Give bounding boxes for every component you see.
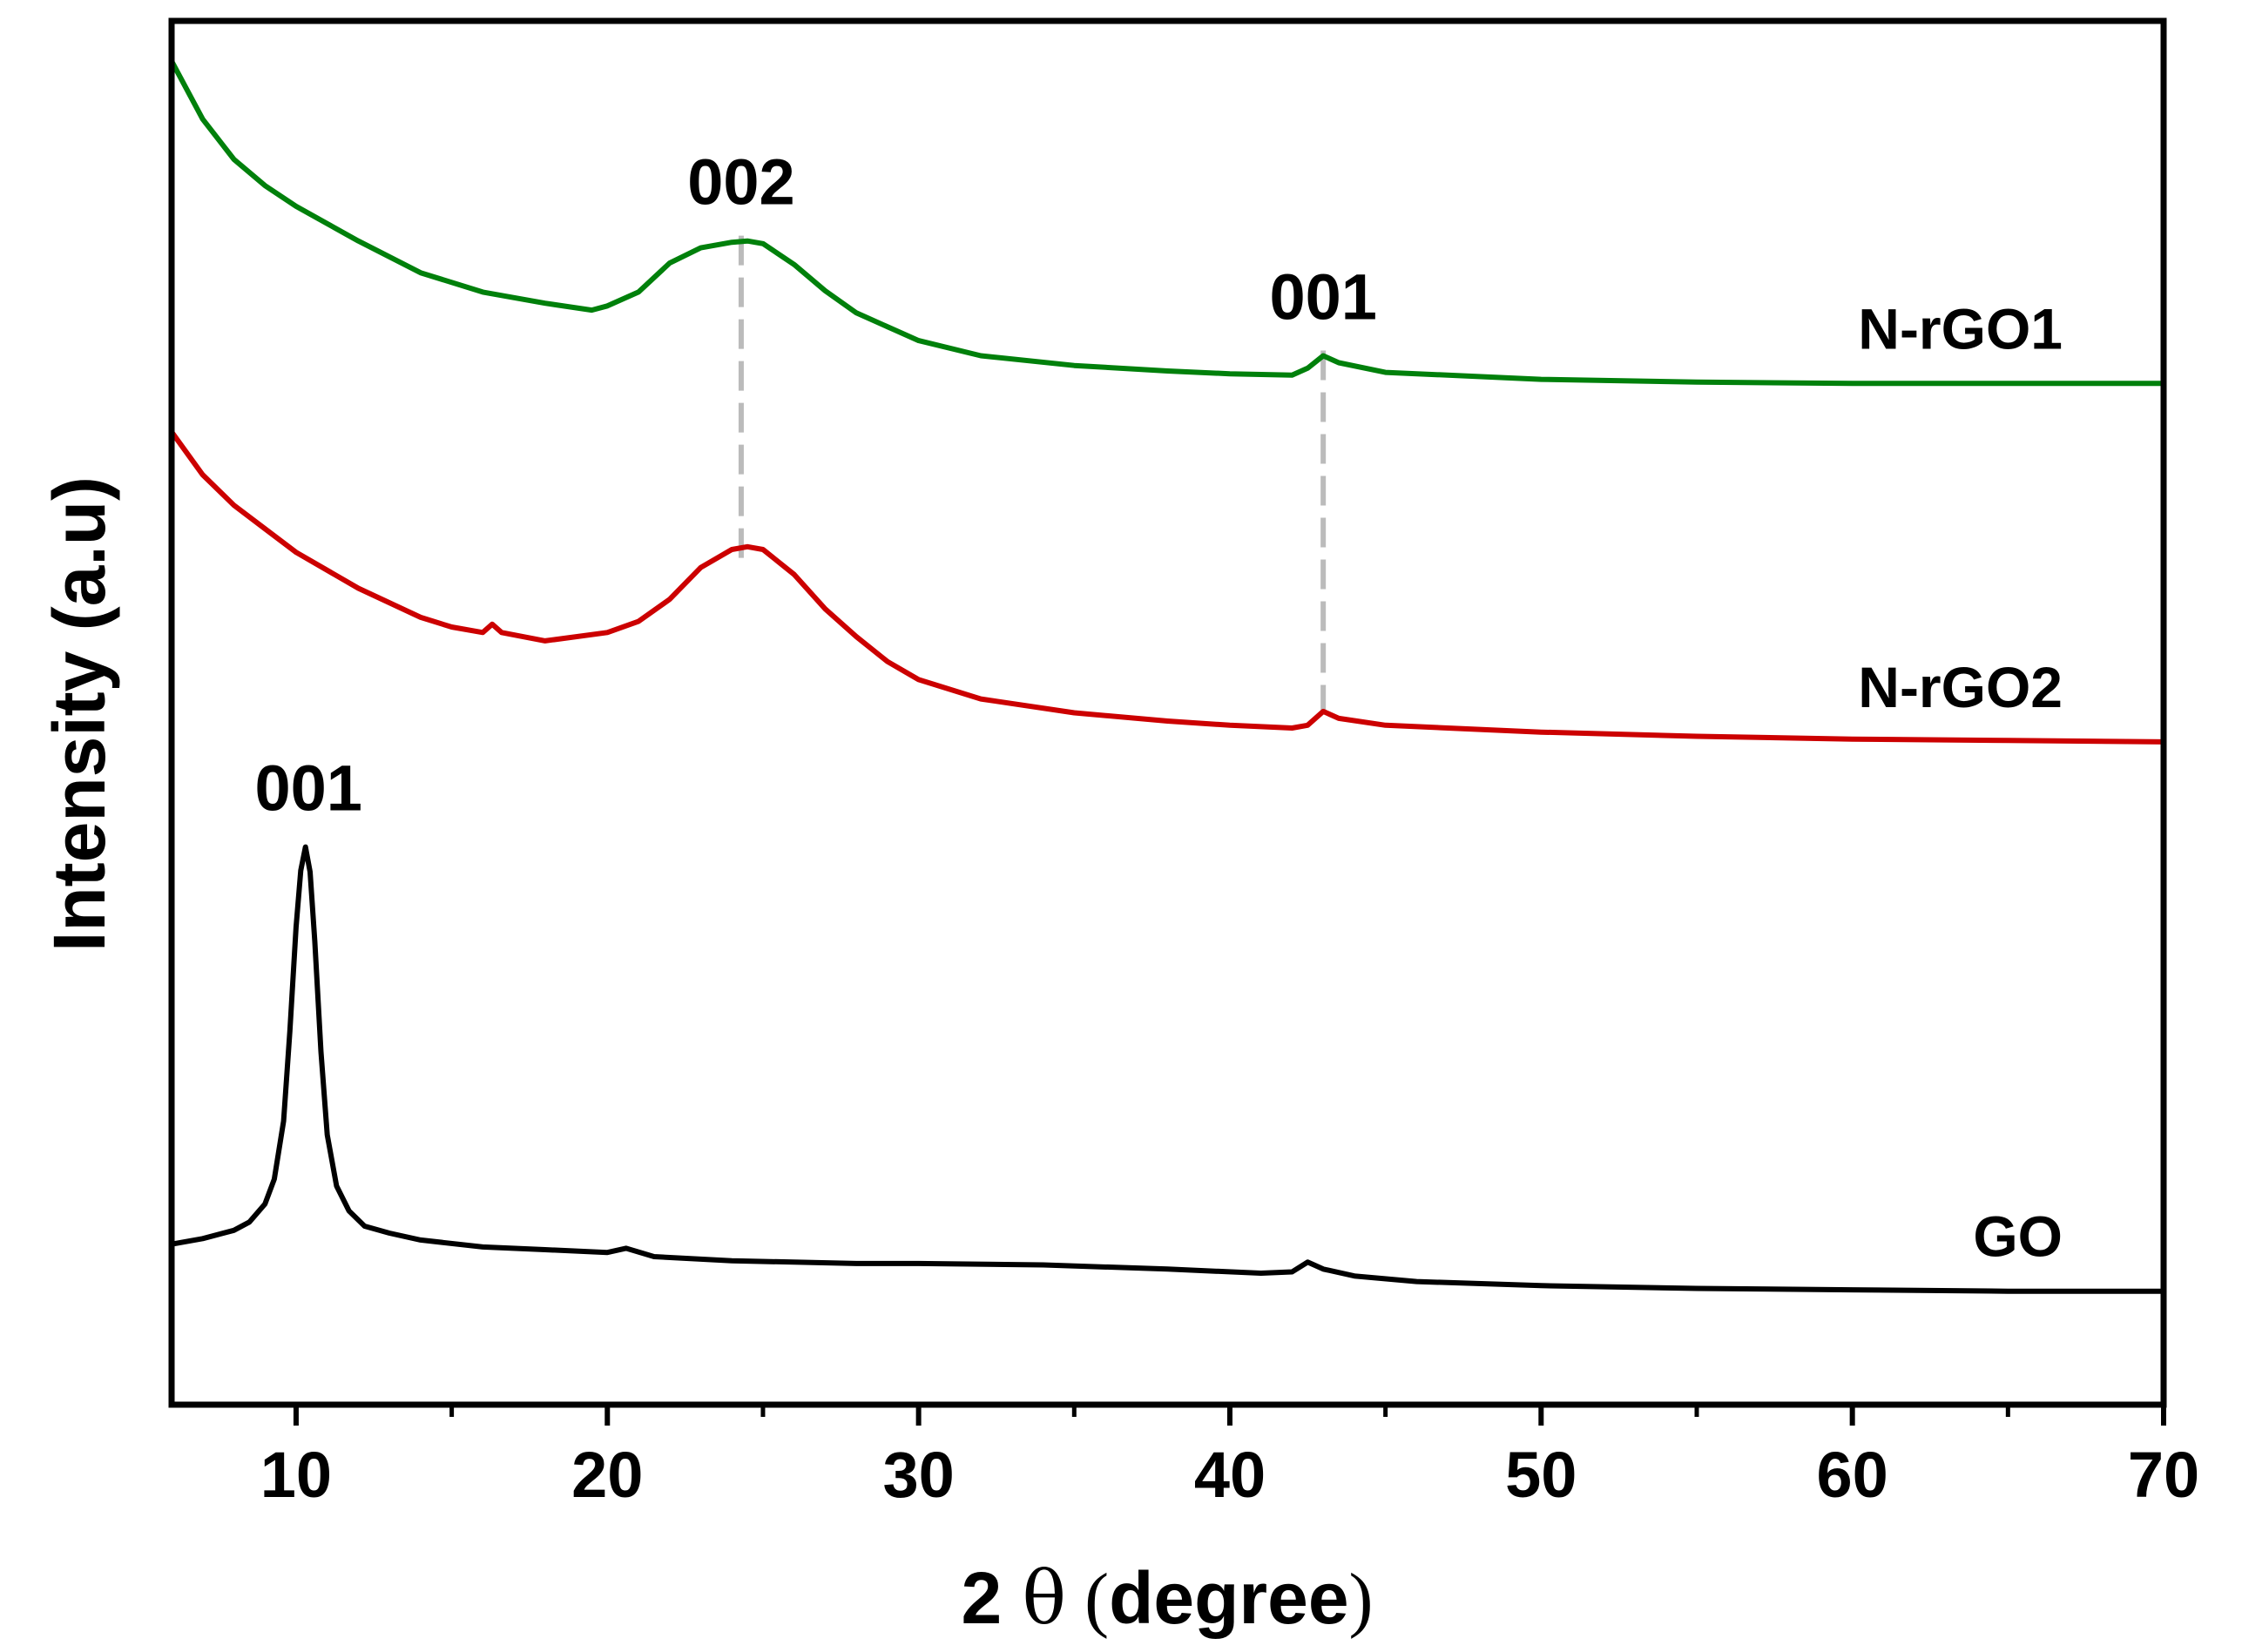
series-lines [169,58,2166,1294]
x-tick-label: 40 [1194,1439,1266,1511]
x-tick-label: 10 [260,1439,332,1511]
x-tick-label: 70 [2128,1439,2199,1511]
series-label-n-rgo1: N-rGO1 [1858,296,2063,361]
peak-label-001: 001 [254,752,361,825]
x-tick-label: 30 [882,1439,954,1511]
series-line-n-rgo1 [169,58,2166,387]
series-line-go [169,844,2166,1294]
peak-guides [738,235,1327,711]
series-label-go: GO [1973,1204,2063,1269]
peak-label-001: 001 [1269,261,1376,334]
peak-label-002: 002 [687,146,794,219]
plot-frame [168,17,2167,1408]
x-tick-label: 20 [571,1439,643,1511]
series-label-n-rgo2: N-rGO2 [1858,655,2063,719]
series-line-n-rgo2 [169,428,2166,745]
axis-ticks [293,1405,2166,1426]
x-tick-label: 50 [1505,1439,1577,1511]
x-tick-labels: 10 20 30 40 50 60 70 [260,1439,2199,1511]
y-axis-title: Intensity (a.u) [38,476,120,952]
annotations: 001 002 001 GO N-rGO2 N-rGO1 [254,146,2063,1269]
x-tick-label: 60 [1817,1439,1888,1511]
x-axis-title: 2 θ (degree) [961,1555,1373,1641]
